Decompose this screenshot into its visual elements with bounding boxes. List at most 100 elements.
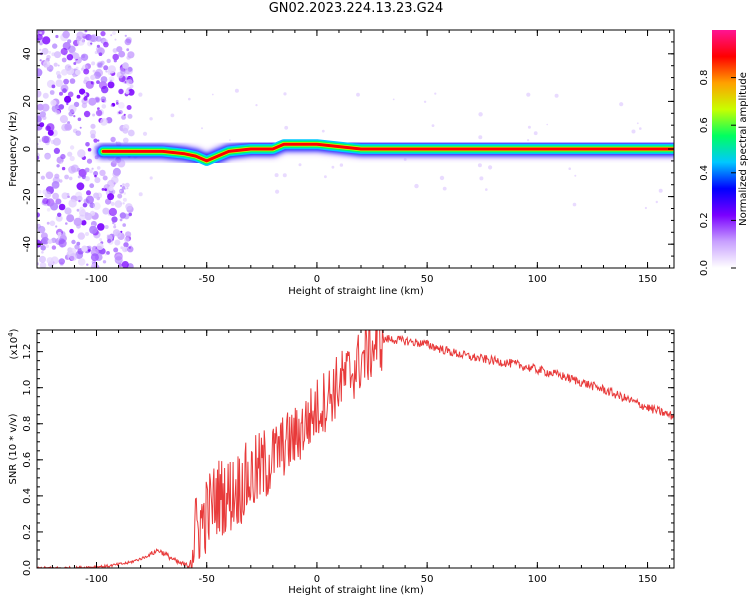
noise-speckle: [75, 66, 79, 70]
noise-speckle: [631, 129, 636, 134]
noise-speckle: [321, 129, 325, 133]
top-y-ticks: -40 -20 0 20 40: [22, 29, 674, 269]
noise-speckle: [42, 92, 49, 99]
y-multiplier-exponent: 4: [7, 332, 15, 337]
noise-speckle: [80, 53, 89, 61]
noise-speckle: [77, 175, 81, 179]
noise-speckle: [655, 200, 658, 204]
noise-speckle: [88, 97, 97, 106]
noise-speckle: [90, 42, 93, 45]
noise-speckle: [61, 166, 66, 171]
noise-speckle: [98, 52, 103, 56]
noise-speckle: [69, 155, 75, 162]
noise-speckle: [105, 70, 108, 73]
noise-speckle: [85, 63, 91, 70]
noise-speckle: [46, 123, 55, 132]
noise-speckle: [122, 202, 125, 205]
noise-speckle: [124, 182, 130, 188]
noise-speckle: [123, 113, 126, 116]
noise-speckle: [39, 48, 42, 52]
noise-speckle: [39, 255, 46, 263]
noise-speckle: [94, 177, 101, 184]
noise-speckle: [128, 246, 131, 249]
noise-speckle: [55, 34, 59, 39]
noise-speckle: [108, 76, 115, 82]
noise-speckle: [89, 202, 95, 209]
noise-speckle: [431, 124, 435, 127]
noise-speckle: [488, 165, 493, 170]
noise-speckle: [479, 176, 484, 181]
noise-speckle: [91, 61, 96, 66]
noise-speckle: [97, 139, 100, 142]
noise-speckle: [80, 67, 85, 71]
noise-speckle: [124, 68, 130, 75]
noise-speckle: [41, 236, 50, 245]
noise-speckle: [76, 94, 81, 99]
y-tick-label: 0.4: [22, 488, 33, 504]
noise-speckle: [38, 139, 42, 143]
x-tick-label: 0: [314, 574, 320, 585]
noise-speckle: [86, 190, 91, 196]
noise-speckle: [85, 80, 94, 89]
noise-speckle: [53, 62, 58, 67]
noise-speckle: [79, 88, 86, 95]
noise-speckle: [40, 175, 46, 180]
noise-speckle: [68, 176, 73, 181]
noise-speckle: [37, 189, 42, 194]
noise-speckle: [108, 207, 117, 217]
noise-speckle: [64, 123, 72, 131]
noise-speckle: [121, 261, 129, 268]
noise-speckle: [89, 225, 98, 234]
noise-speckle: [103, 41, 109, 48]
noise-speckle: [142, 131, 148, 136]
x-tick-label: 50: [421, 574, 434, 585]
bottom-x-ticks: -100 -50 0 50 100 150: [51, 330, 671, 585]
noise-speckle: [89, 183, 95, 189]
noise-speckle: [170, 113, 175, 118]
noise-speckle: [126, 187, 129, 190]
noise-speckle: [41, 251, 44, 254]
noise-speckle: [51, 245, 57, 250]
colorbar-ticks: 0.0 0.2 0.4 0.6 0.8: [699, 70, 736, 276]
noise-speckle: [103, 65, 109, 71]
noise-speckle: [83, 110, 91, 118]
noise-speckle: [99, 169, 106, 177]
noise-speckle: [41, 47, 49, 55]
noise-speckle: [46, 208, 51, 212]
noise-speckle: [71, 239, 76, 245]
noise-speckle: [67, 151, 73, 157]
noise-speckle: [574, 174, 577, 177]
noise-speckle: [125, 231, 132, 238]
noise-speckle: [120, 184, 123, 187]
noise-speckle: [85, 195, 94, 204]
noise-speckle: [55, 109, 61, 116]
noise-speckle: [37, 90, 42, 98]
noise-speckle: [138, 92, 143, 97]
noise-speckle: [94, 174, 97, 178]
noise-speckle: [39, 122, 45, 128]
colorbar-tick-label: 0.4: [699, 165, 710, 181]
noise-speckle: [66, 102, 69, 106]
noise-speckle: [90, 133, 96, 139]
noise-speckle: [298, 163, 302, 167]
noise-speckle: [114, 239, 121, 246]
noise-speckle: [118, 111, 121, 114]
noise-speckle: [107, 238, 112, 244]
x-tick-label: -100: [85, 274, 108, 285]
noise-speckle: [73, 115, 76, 118]
noise-speckle: [104, 253, 107, 256]
noise-speckle: [125, 203, 133, 211]
noise-speckle: [75, 69, 81, 76]
noise-speckle: [188, 97, 191, 101]
noise-speckle: [43, 60, 51, 68]
noise-speckle: [275, 189, 280, 194]
noise-speckle: [127, 88, 135, 96]
noise-speckle: [86, 158, 93, 164]
noise-speckle: [93, 192, 100, 199]
noise-speckle: [55, 225, 58, 228]
chart-title: GN02.2023.224.13.23.G24: [268, 1, 444, 16]
noise-speckle: [113, 225, 117, 229]
noise-speckle: [49, 220, 56, 227]
noise-speckle: [126, 105, 132, 110]
